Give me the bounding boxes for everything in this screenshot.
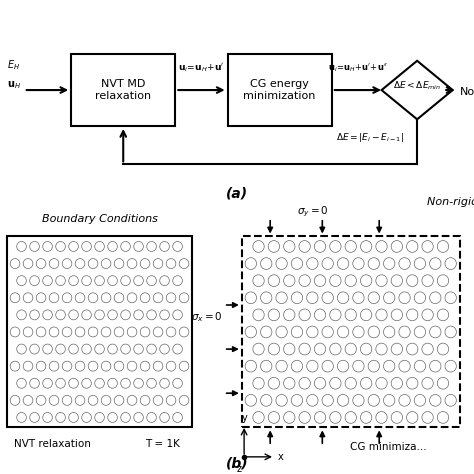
Text: (a): (a) [226, 187, 248, 201]
Text: T = 1K: T = 1K [145, 439, 180, 449]
Text: $\sigma_y=0$: $\sigma_y=0$ [297, 205, 329, 219]
Text: NVT MD
relaxation: NVT MD relaxation [95, 79, 151, 101]
Text: Boundary Conditions: Boundary Conditions [42, 214, 157, 224]
FancyBboxPatch shape [71, 54, 175, 126]
Text: NVT relaxation: NVT relaxation [14, 439, 91, 449]
Text: CG minimiza...: CG minimiza... [350, 442, 427, 452]
Text: CG energy
minimization: CG energy minimization [244, 79, 316, 101]
Text: $E_H$: $E_H$ [7, 58, 20, 72]
Text: y: y [241, 412, 247, 423]
FancyBboxPatch shape [228, 54, 332, 126]
Text: $\sigma_x=0$: $\sigma_x=0$ [191, 310, 223, 324]
Polygon shape [382, 61, 453, 119]
Text: $\mathbf{u}_i\!=\!\mathbf{u}_H\!+\!\mathbf{u}^{\prime}$: $\mathbf{u}_i\!=\!\mathbf{u}_H\!+\!\math… [178, 62, 225, 74]
Text: No: No [460, 87, 474, 97]
Text: $\Delta E=|E_i-E_{i-1}|$: $\Delta E=|E_i-E_{i-1}|$ [336, 131, 404, 144]
Text: $\mathbf{u}_i\!=\!\mathbf{u}_H\!+\!\mathbf{u}^{\prime}\!+\!\mathbf{u}^{\prime\pr: $\mathbf{u}_i\!=\!\mathbf{u}_H\!+\!\math… [328, 62, 388, 74]
Text: x: x [277, 452, 283, 462]
Text: Non-rigid PE: Non-rigid PE [427, 197, 474, 207]
Text: $\mathbf{u}_H$: $\mathbf{u}_H$ [7, 80, 21, 91]
Text: z: z [237, 464, 242, 474]
Text: $\Delta E<\Delta E_{min}$: $\Delta E<\Delta E_{min}$ [393, 79, 441, 92]
FancyBboxPatch shape [7, 237, 192, 428]
Text: (b): (b) [226, 456, 248, 470]
